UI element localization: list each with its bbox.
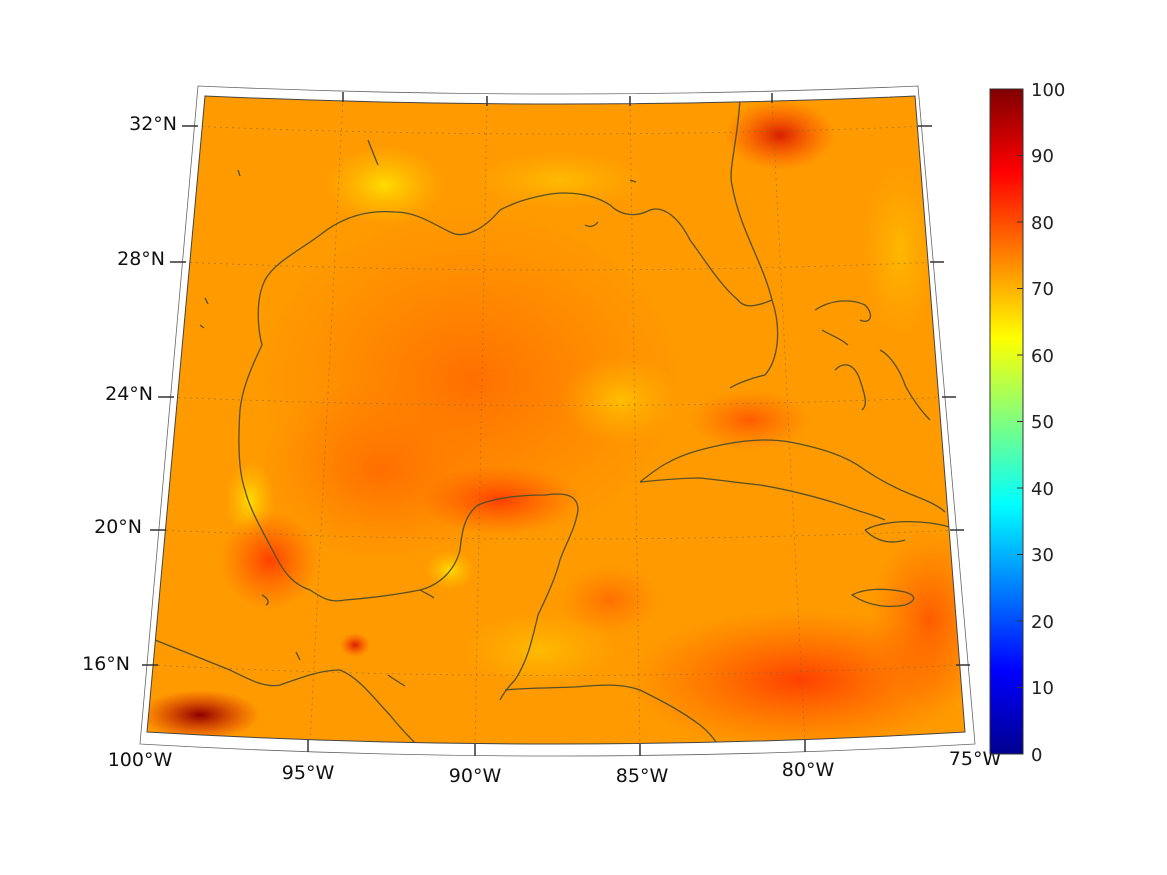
coastlines	[154, 97, 959, 744]
colorbar-tick-20: 20	[1031, 612, 1054, 633]
lat-label-16n: 16°N	[82, 653, 130, 675]
colorbar-tick-90: 90	[1031, 146, 1054, 167]
lon-label-90w: 90°W	[449, 765, 502, 787]
lat-label-28n: 28°N	[117, 248, 165, 270]
data-field	[147, 96, 965, 744]
lat-label-24n: 24°N	[105, 383, 153, 405]
lon-label-75w: 75°W	[949, 748, 1002, 770]
graticule	[151, 97, 963, 744]
colorbar-tick-0: 0	[1031, 745, 1042, 766]
colorbar-tick-10: 10	[1031, 678, 1054, 699]
colorbar-tick-30: 30	[1031, 545, 1054, 566]
lon-label-95w: 95°W	[282, 762, 335, 784]
colorbar-tick-80: 80	[1031, 213, 1054, 234]
map-frame	[146, 95, 966, 745]
map-frame-outer	[139, 85, 976, 757]
colorbar-tick-70: 70	[1031, 279, 1054, 300]
lon-label-85w: 85°W	[616, 765, 669, 787]
colorbar-tick-60: 60	[1031, 346, 1054, 367]
longitude-labels: 100°W 95°W 90°W 85°W 80°W 75°W	[108, 748, 1002, 787]
colorbar-ticks	[1017, 88, 1023, 755]
frame-ticks	[142, 92, 970, 756]
lon-label-80w: 80°W	[782, 759, 835, 781]
colorbar-tick-40: 40	[1031, 479, 1054, 500]
lat-label-20n: 20°N	[94, 516, 142, 538]
lat-label-32n: 32°N	[129, 113, 177, 135]
lon-label-100w: 100°W	[108, 749, 173, 771]
latitude-labels: 32°N 28°N 24°N 20°N 16°N	[82, 113, 177, 675]
colorbar: 100 90 80 70 60 50 40 30 20 10 0	[989, 80, 1065, 766]
colorbar-tick-50: 50	[1031, 412, 1054, 433]
colorbar-tick-100: 100	[1031, 80, 1065, 101]
